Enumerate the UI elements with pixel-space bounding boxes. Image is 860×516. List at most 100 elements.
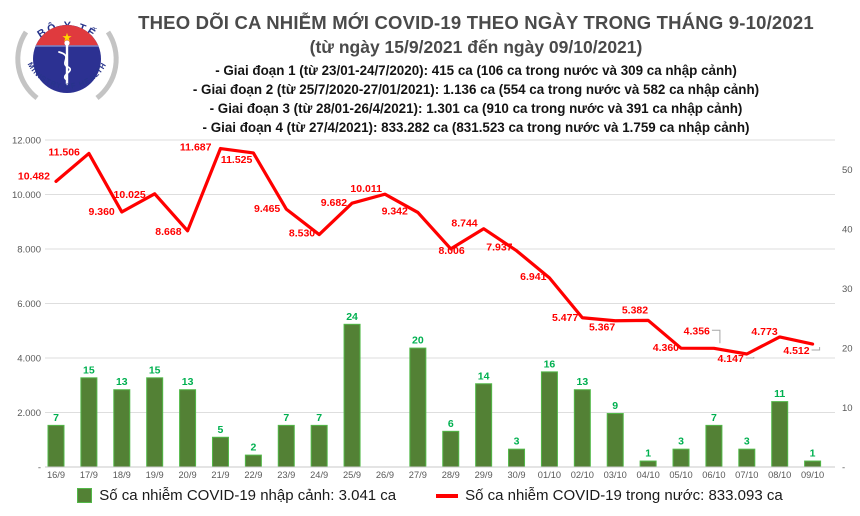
bar-imported-cases [211, 436, 229, 468]
bar-value-label: 16 [544, 358, 556, 370]
bar-value-label: 1 [810, 448, 816, 460]
line-value-label: 11.506 [48, 146, 80, 158]
y-axis-left-tick: 6.000 [17, 299, 41, 310]
bar-imported-cases [475, 383, 493, 468]
line-value-label: 4.147 [718, 353, 744, 365]
line-value-label: 11.687 [180, 142, 212, 154]
y-axis-left-tick: 12.000 [12, 135, 41, 146]
phase-4-line: - Giai đoạn 4 (từ 27/4/2021): 833.282 ca… [202, 120, 750, 135]
x-axis-date-label: 26/9 [376, 470, 394, 480]
x-axis-date-label: 22/9 [244, 470, 262, 480]
emblem-red-band [35, 25, 99, 46]
y-axis-right-tick: 20 [842, 343, 853, 354]
bar-value-label: 1 [645, 448, 651, 460]
ministry-of-health-logo: BỘ Y TẾ ★ MINISTRY OF HEALTH [12, 4, 122, 122]
line-value-label: 10.011 [350, 183, 382, 195]
bar-imported-cases [179, 389, 197, 468]
x-axis-date-label: 02/10 [571, 470, 594, 480]
x-axis-date-label: 29/9 [475, 470, 493, 480]
x-axis-date-label: 24/9 [310, 470, 328, 480]
legend-item-domestic: Số ca nhiễm COVID-19 trong nước: 833.093… [436, 487, 783, 504]
covid-daily-cases-chart: -2.0004.0006.0008.00010.00012.000-102030… [12, 135, 853, 480]
bar-value-label: 6 [448, 418, 454, 430]
x-axis-date-label: 28/9 [442, 470, 460, 480]
line-value-label: 4.356 [684, 325, 710, 337]
x-axis-date-label: 03/10 [604, 470, 627, 480]
x-axis-date-label: 30/9 [507, 470, 525, 480]
bar-imported-cases [409, 347, 427, 468]
page-title: THEO DÕI CA NHIỄM MỚI COVID-19 THEO NGÀY… [138, 12, 814, 33]
bar-value-label: 7 [711, 412, 717, 424]
bar-imported-cases [508, 448, 526, 468]
y-axis-left-tick: 4.000 [17, 353, 41, 364]
bar-imported-cases [343, 323, 361, 468]
x-axis-date-label: 27/9 [409, 470, 427, 480]
bar-imported-cases [771, 401, 789, 468]
line-value-label: 11.525 [221, 154, 253, 166]
bar-value-label: 7 [316, 412, 322, 424]
bar-value-label: 3 [744, 436, 750, 448]
legend-bar-swatch-icon [77, 488, 93, 503]
line-value-label: 8.668 [155, 226, 181, 238]
legend-item-imported: Số ca nhiễm COVID-19 nhập cảnh: 3.041 ca [77, 487, 396, 504]
phase-summary: - Giai đoạn 1 (từ 23/01-24/7/2020): 415 … [110, 61, 842, 137]
bar-imported-cases [80, 377, 98, 468]
x-axis-date-label: 04/10 [636, 470, 659, 480]
y-axis-right-tick: - [842, 462, 845, 473]
bar-value-label: 7 [53, 412, 59, 424]
laurel-right-icon [95, 30, 119, 100]
label-leader-line [811, 347, 821, 351]
y-axis-right-tick: 50 [842, 165, 853, 176]
bar-imported-cases [540, 371, 558, 468]
bar-value-label: 24 [346, 311, 358, 323]
x-axis-date-label: 19/9 [146, 470, 164, 480]
line-value-label: 9.360 [89, 206, 115, 218]
x-axis-date-label: 20/9 [179, 470, 197, 480]
bar-value-label: 13 [182, 376, 194, 388]
label-leader-line [745, 356, 755, 359]
moh-emblem-icon: BỘ Y TẾ ★ MINISTRY OF HEALTH [15, 20, 119, 100]
x-axis-date-label: 08/10 [768, 470, 791, 480]
header: THEO DÕI CA NHIỄM MỚI COVID-19 THEO NGÀY… [110, 12, 842, 58]
line-value-label: 5.367 [589, 322, 615, 334]
y-axis-left-tick: 8.000 [17, 244, 41, 255]
y-axis-right-tick: 10 [842, 403, 853, 414]
bar-imported-cases [244, 454, 262, 468]
line-value-label: 5.477 [552, 312, 578, 324]
y-axis-right-tick: 40 [842, 225, 853, 236]
label-leader-line [711, 329, 721, 344]
laurel-left-icon [15, 30, 39, 100]
x-axis-date-label: 16/9 [47, 470, 65, 480]
x-axis-date-label: 25/9 [343, 470, 361, 480]
star-icon: ★ [62, 31, 73, 45]
bar-value-label: 7 [283, 412, 289, 424]
phase-2-line: - Giai đoạn 2 (từ 25/7/2020-27/01/2021):… [192, 82, 760, 97]
bar-imported-cases [310, 424, 328, 468]
x-axis-date-label: 23/9 [277, 470, 295, 480]
x-axis-date-label: 07/10 [735, 470, 758, 480]
domestic-cases-line [54, 146, 815, 356]
legend-line-swatch-icon [436, 493, 459, 498]
bar-imported-cases [442, 430, 460, 468]
bar-value-label: 13 [116, 376, 128, 388]
bar-value-label: 15 [83, 364, 95, 376]
bar-imported-cases [606, 412, 624, 468]
x-axis-date-label: 09/10 [801, 470, 824, 480]
line-value-label: 9.682 [321, 197, 347, 209]
line-value-label: 7.937 [486, 242, 512, 254]
bar-value-label: 3 [678, 436, 684, 448]
line-value-label: 4.773 [751, 326, 777, 338]
y-axis-right-tick: 30 [842, 284, 853, 295]
line-value-label: 10.025 [114, 189, 146, 201]
y-axis-left-tick: 2.000 [17, 408, 41, 419]
bar-value-label: 5 [218, 424, 224, 436]
page-subtitle: (từ ngày 15/9/2021 đến ngày 09/10/2021) [309, 37, 643, 57]
line-value-label: 8.530 [289, 228, 315, 240]
line-value-label: 9.342 [382, 205, 408, 217]
bar-value-label: 2 [250, 442, 256, 454]
bar-imported-cases [47, 424, 65, 468]
chart-legend: Số ca nhiễm COVID-19 nhập cảnh: 3.041 ca… [0, 487, 860, 504]
bar-imported-cases [804, 460, 822, 468]
bar-value-label: 11 [774, 388, 785, 400]
